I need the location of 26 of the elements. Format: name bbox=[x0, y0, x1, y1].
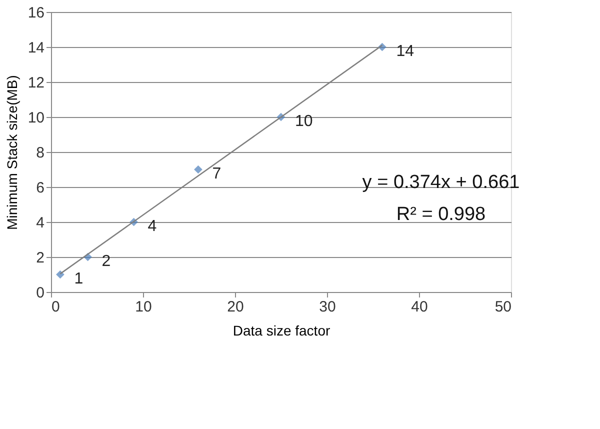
x-tick-label: 30 bbox=[319, 298, 336, 316]
annotation: y = 0.374x + 0.661 bbox=[362, 172, 520, 193]
y-tick-label: 10 bbox=[28, 110, 44, 126]
y-tick-label: 8 bbox=[36, 144, 44, 162]
data-label: 7 bbox=[212, 166, 222, 182]
data-label: 10 bbox=[295, 113, 313, 130]
y-tick-label: 4 bbox=[36, 214, 44, 232]
y-axis-title: Minimum Stack size(MB) bbox=[4, 75, 20, 230]
x-tick-label: 20 bbox=[227, 298, 244, 316]
y-tick-label: 0 bbox=[36, 284, 44, 302]
x-tick-label: 40 bbox=[411, 298, 428, 316]
y-tick-label: 2 bbox=[36, 250, 44, 266]
data-label: 1 bbox=[74, 270, 84, 288]
y-tick-label: 12 bbox=[28, 74, 44, 92]
x-tick-label: 0 bbox=[52, 298, 60, 316]
data-label: 4 bbox=[148, 218, 157, 235]
y-tick-label: 14 bbox=[28, 40, 44, 56]
y-tick-label: 6 bbox=[36, 180, 44, 196]
x-axis-title: Data size factor bbox=[232, 322, 330, 338]
point bbox=[194, 165, 202, 174]
x-tick-label: 50 bbox=[494, 298, 512, 316]
y-tick-label: 16 bbox=[28, 4, 44, 22]
x-tick-label: 10 bbox=[135, 298, 152, 316]
data-label: 14 bbox=[396, 43, 414, 60]
data-label: 2 bbox=[102, 253, 111, 270]
annotation: R² = 0.998 bbox=[396, 204, 486, 225]
